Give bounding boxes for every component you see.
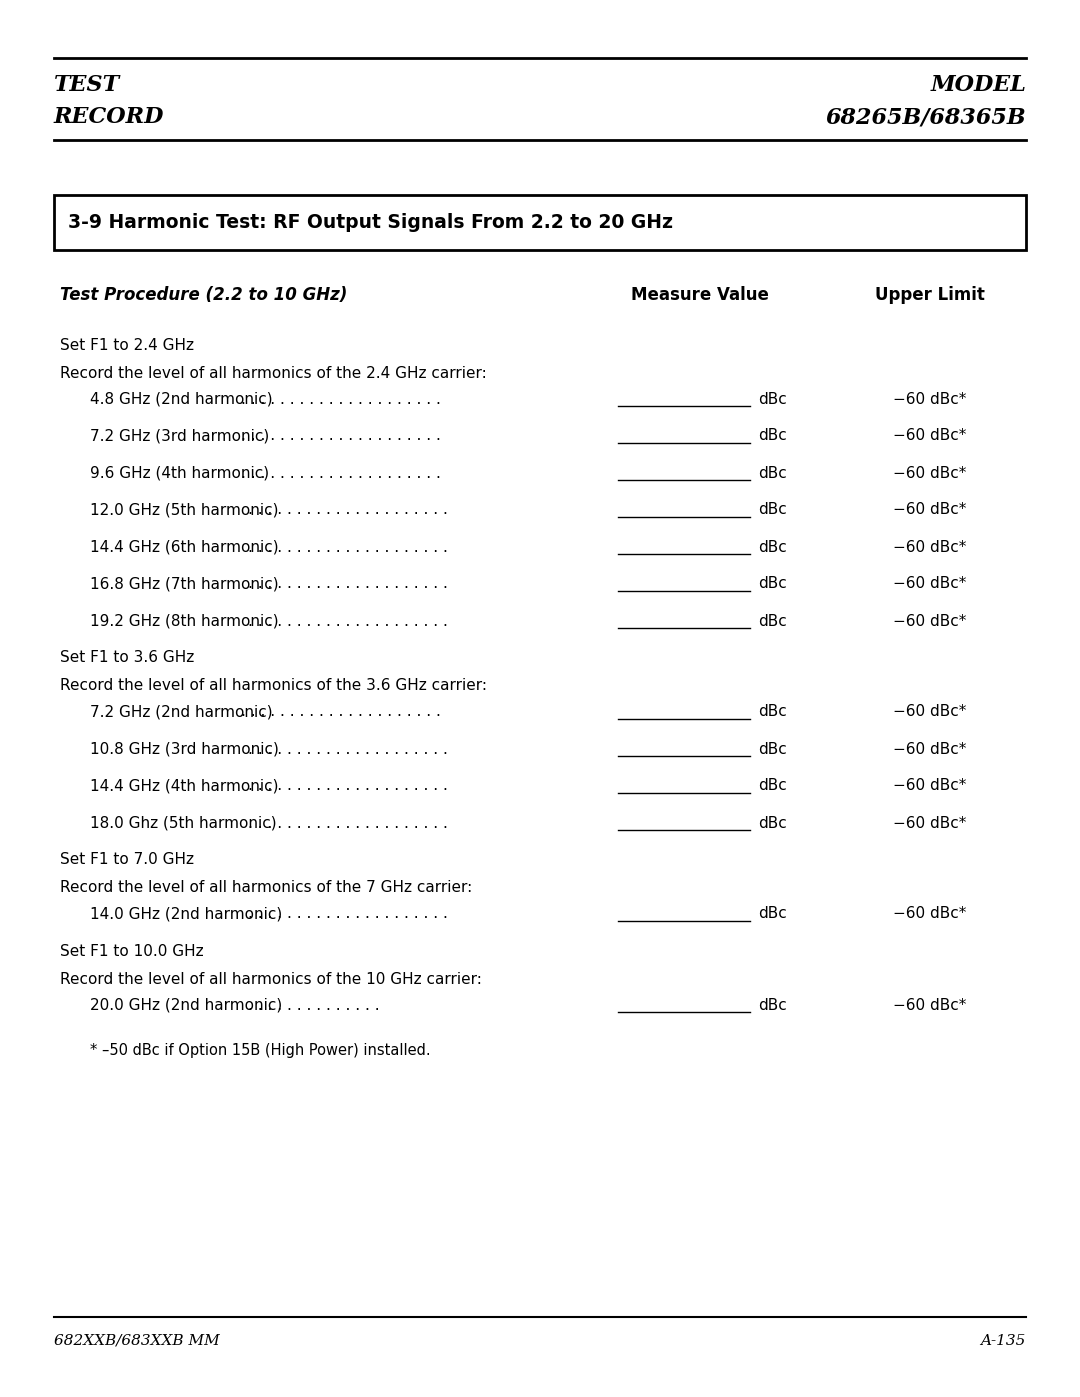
Text: −60 dBc*: −60 dBc* [893, 429, 967, 443]
Text: dBc: dBc [758, 816, 786, 830]
Text: . . . . . . . . . . . . . . . . . . . . .: . . . . . . . . . . . . . . . . . . . . … [247, 816, 447, 830]
Text: 3-9 Harmonic Test: RF Output Signals From 2.2 to 20 GHz: 3-9 Harmonic Test: RF Output Signals Fro… [68, 212, 673, 232]
Text: dBc: dBc [758, 613, 786, 629]
Text: dBc: dBc [758, 465, 786, 481]
Text: −60 dBc*: −60 dBc* [893, 778, 967, 793]
Text: Record the level of all harmonics of the 3.6 GHz carrier:: Record the level of all harmonics of the… [60, 679, 487, 693]
Text: −60 dBc*: −60 dBc* [893, 704, 967, 719]
Text: −60 dBc*: −60 dBc* [893, 997, 967, 1013]
Text: −60 dBc*: −60 dBc* [893, 577, 967, 591]
Text: . . . . . . . . . . . . . . . . . . . . .: . . . . . . . . . . . . . . . . . . . . … [247, 613, 447, 629]
Text: 16.8 GHz (7th harmonic): 16.8 GHz (7th harmonic) [90, 577, 279, 591]
Text: 7.2 GHz (2nd harmonic): 7.2 GHz (2nd harmonic) [90, 704, 272, 719]
Text: RECORD: RECORD [54, 106, 164, 129]
Text: 12.0 GHz (5th harmonic): 12.0 GHz (5th harmonic) [90, 503, 279, 517]
Text: dBc: dBc [758, 503, 786, 517]
Text: dBc: dBc [758, 539, 786, 555]
Text: −60 dBc*: −60 dBc* [893, 503, 967, 517]
Text: 14.4 GHz (6th harmonic): 14.4 GHz (6th harmonic) [90, 539, 279, 555]
Text: Upper Limit: Upper Limit [875, 286, 985, 305]
Text: . . . . . . . . . . . . . .: . . . . . . . . . . . . . . [247, 997, 379, 1013]
Text: 9.6 GHz (4th harmonic): 9.6 GHz (4th harmonic) [90, 465, 269, 481]
Text: −60 dBc*: −60 dBc* [893, 816, 967, 830]
Text: 7.2 GHz (3rd harmonic): 7.2 GHz (3rd harmonic) [90, 429, 269, 443]
Text: 19.2 GHz (8th harmonic): 19.2 GHz (8th harmonic) [90, 613, 279, 629]
Text: Set F1 to 7.0 GHz: Set F1 to 7.0 GHz [60, 852, 194, 868]
Text: dBc: dBc [758, 778, 786, 793]
Text: Test Procedure (2.2 to 10 GHz): Test Procedure (2.2 to 10 GHz) [60, 286, 348, 305]
Text: . . . . . . . . . . . . . . . . . . . . .: . . . . . . . . . . . . . . . . . . . . … [247, 778, 447, 793]
Text: 68265B/68365B: 68265B/68365B [825, 106, 1026, 129]
Text: . . . . . . . . . . . . . . . . . . . . .: . . . . . . . . . . . . . . . . . . . . … [241, 429, 441, 443]
Text: Measure Value: Measure Value [631, 286, 769, 305]
Text: dBc: dBc [758, 997, 786, 1013]
Text: −60 dBc*: −60 dBc* [893, 613, 967, 629]
Text: dBc: dBc [758, 742, 786, 757]
Text: dBc: dBc [758, 704, 786, 719]
Text: 14.4 GHz (4th harmonic): 14.4 GHz (4th harmonic) [90, 778, 279, 793]
Text: −60 dBc*: −60 dBc* [893, 465, 967, 481]
Text: dBc: dBc [758, 577, 786, 591]
Text: Record the level of all harmonics of the 10 GHz carrier:: Record the level of all harmonics of the… [60, 971, 482, 986]
Text: . . . . . . . . . . . . . . . . . . . . .: . . . . . . . . . . . . . . . . . . . . … [241, 465, 441, 481]
Text: . . . . . . . . . . . . . . . . . . . . .: . . . . . . . . . . . . . . . . . . . . … [247, 577, 447, 591]
Text: dBc: dBc [758, 429, 786, 443]
Text: A-135: A-135 [981, 1334, 1026, 1348]
Text: 682XXB/683XXB MM: 682XXB/683XXB MM [54, 1334, 219, 1348]
Text: −60 dBc*: −60 dBc* [893, 539, 967, 555]
Text: . . . . . . . . . . . . . . . . . . . . .: . . . . . . . . . . . . . . . . . . . . … [247, 539, 447, 555]
Text: −60 dBc*: −60 dBc* [893, 742, 967, 757]
Text: dBc: dBc [758, 907, 786, 922]
Text: Record the level of all harmonics of the 2.4 GHz carrier:: Record the level of all harmonics of the… [60, 366, 487, 380]
Text: dBc: dBc [758, 391, 786, 407]
Text: . . . . . . . . . . . . . . . . . . . . .: . . . . . . . . . . . . . . . . . . . . … [247, 907, 447, 922]
Text: . . . . . . . . . . . . . . . . . . . . .: . . . . . . . . . . . . . . . . . . . . … [241, 704, 441, 719]
Text: 4.8 GHz (2nd harmonic): 4.8 GHz (2nd harmonic) [90, 391, 272, 407]
Text: * –50 dBc if Option 15B (High Power) installed.: * –50 dBc if Option 15B (High Power) ins… [90, 1042, 431, 1058]
Text: . . . . . . . . . . . . . . . . . . . . .: . . . . . . . . . . . . . . . . . . . . … [241, 391, 441, 407]
Bar [54, 196, 1026, 250]
Text: . . . . . . . . . . . . . . . . . . . . .: . . . . . . . . . . . . . . . . . . . . … [247, 742, 447, 757]
Text: . . . . . . . . . . . . . . . . . . . . .: . . . . . . . . . . . . . . . . . . . . … [247, 503, 447, 517]
Text: −60 dBc*: −60 dBc* [893, 391, 967, 407]
Text: TEST: TEST [54, 74, 120, 96]
Text: MODEL: MODEL [930, 74, 1026, 96]
Text: 14.0 GHz (2nd harmonic): 14.0 GHz (2nd harmonic) [90, 907, 282, 922]
Text: 18.0 Ghz (5th harmonic): 18.0 Ghz (5th harmonic) [90, 816, 276, 830]
Text: Set F1 to 3.6 GHz: Set F1 to 3.6 GHz [60, 651, 194, 665]
Text: Set F1 to 10.0 GHz: Set F1 to 10.0 GHz [60, 943, 204, 958]
Text: −60 dBc*: −60 dBc* [893, 907, 967, 922]
Text: Set F1 to 2.4 GHz: Set F1 to 2.4 GHz [60, 338, 194, 352]
Text: 20.0 GHz (2nd harmonic): 20.0 GHz (2nd harmonic) [90, 997, 282, 1013]
Text: Record the level of all harmonics of the 7 GHz carrier:: Record the level of all harmonics of the… [60, 880, 472, 895]
Text: 10.8 GHz (3rd harmonic): 10.8 GHz (3rd harmonic) [90, 742, 279, 757]
